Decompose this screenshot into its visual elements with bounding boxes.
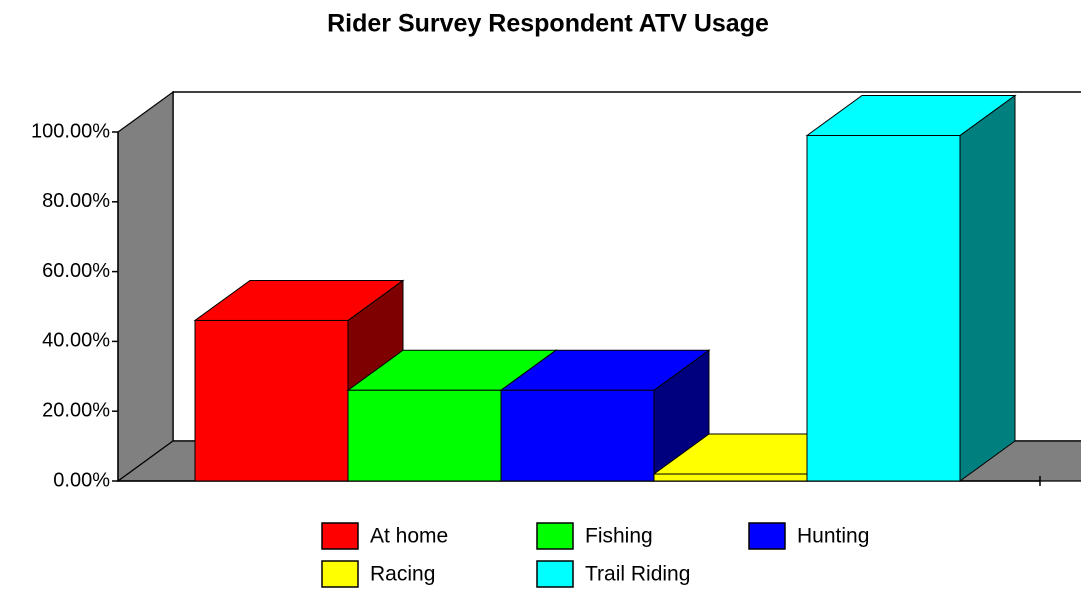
y-tick-label: 40.00% bbox=[42, 330, 110, 352]
side-wall bbox=[117, 90, 174, 483]
chart-title: Rider Survey Respondent ATV Usage bbox=[327, 10, 769, 38]
bar bbox=[500, 389, 655, 482]
y-tick-label: 60.00% bbox=[42, 260, 110, 282]
y-tick-label: 100.00% bbox=[31, 120, 110, 142]
bar bbox=[347, 389, 502, 482]
legend-label: Fishing bbox=[585, 525, 653, 548]
bar-side bbox=[959, 94, 1016, 482]
legend-swatch bbox=[536, 560, 574, 588]
legend-swatch bbox=[321, 560, 359, 588]
bar bbox=[653, 473, 808, 482]
legend-label: Hunting bbox=[797, 525, 869, 548]
legend-label: Trail Riding bbox=[585, 563, 690, 586]
bar bbox=[806, 134, 961, 482]
legend-swatch bbox=[748, 522, 786, 550]
bar bbox=[194, 319, 349, 482]
legend-swatch bbox=[321, 522, 359, 550]
legend-swatch bbox=[536, 522, 574, 550]
y-tick-label: 0.00% bbox=[53, 469, 110, 491]
legend-label: At home bbox=[370, 525, 448, 548]
y-tick-label: 80.00% bbox=[42, 190, 110, 212]
y-tick-label: 20.00% bbox=[42, 399, 110, 421]
legend-label: Racing bbox=[370, 563, 435, 586]
